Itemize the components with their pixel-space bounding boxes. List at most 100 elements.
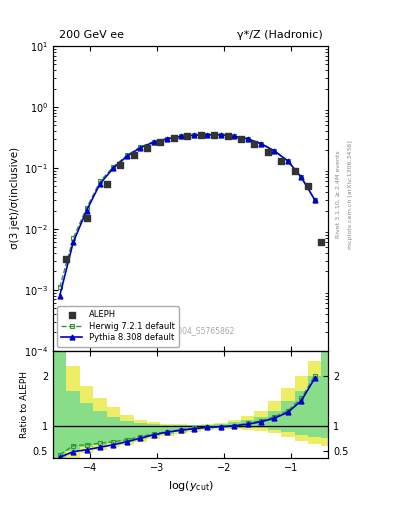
Herwig 7.2.1 default: [125, 153, 129, 159]
X-axis label: $\log(y_\mathrm{cut})$: $\log(y_\mathrm{cut})$: [168, 479, 213, 493]
Herwig 7.2.1 default: [111, 163, 116, 169]
Herwig 7.2.1 default: [286, 158, 290, 164]
Bar: [201, 425, 214, 429]
Pythia 8.308 default: [259, 141, 263, 147]
ALEPH: [157, 138, 163, 146]
Bar: [134, 420, 147, 442]
Herwig 7.2.1 default: [232, 133, 237, 139]
Bar: [53, 351, 66, 466]
Bar: [93, 411, 107, 445]
Bar: [281, 388, 295, 437]
Herwig 7.2.1 default: [151, 139, 156, 145]
Bar: [268, 401, 281, 433]
Pythia 8.308 default: [125, 153, 129, 159]
Herwig 7.2.1 default: [205, 132, 210, 138]
Bar: [147, 422, 160, 439]
Text: γ*/Z (Hadronic): γ*/Z (Hadronic): [237, 30, 323, 40]
Bar: [254, 417, 268, 428]
Herwig 7.2.1 default: [138, 144, 143, 150]
Pythia 8.308 default: [138, 144, 143, 151]
Herwig 7.2.1 default: [98, 178, 103, 184]
Pythia 8.308 default: [57, 293, 62, 299]
Herwig 7.2.1 default: [192, 132, 196, 138]
Pythia 8.308 default: [165, 136, 169, 142]
Pythia 8.308 default: [98, 181, 103, 187]
ALEPH: [251, 140, 257, 148]
ALEPH: [238, 135, 244, 143]
ALEPH: [171, 134, 177, 142]
Bar: [268, 411, 281, 430]
Pythia 8.308 default: [205, 132, 210, 138]
ALEPH: [130, 152, 137, 160]
Bar: [228, 420, 241, 429]
Bar: [160, 425, 174, 434]
ALEPH: [184, 132, 190, 140]
Pythia 8.308 default: [272, 148, 277, 154]
Pythia 8.308 default: [84, 207, 89, 214]
Bar: [107, 407, 120, 447]
Bar: [120, 421, 134, 442]
Pythia 8.308 default: [286, 158, 290, 164]
Text: mcplots.cern.ch [arXiv:1306.3436]: mcplots.cern.ch [arXiv:1306.3436]: [348, 140, 353, 249]
Herwig 7.2.1 default: [178, 133, 183, 139]
Bar: [295, 376, 308, 441]
Bar: [295, 391, 308, 435]
Bar: [321, 351, 328, 438]
Herwig 7.2.1 default: [219, 132, 223, 138]
Bar: [201, 424, 214, 430]
Bar: [80, 403, 93, 447]
Bar: [241, 416, 254, 430]
Bar: [308, 361, 321, 444]
Pythia 8.308 default: [192, 132, 196, 138]
Bar: [160, 424, 174, 436]
Herwig 7.2.1 default: [165, 136, 169, 142]
Bar: [187, 425, 201, 430]
Y-axis label: Ratio to ALEPH: Ratio to ALEPH: [20, 371, 29, 438]
Text: Rivet 3.1.10, ≥ 2.4M events: Rivet 3.1.10, ≥ 2.4M events: [336, 151, 341, 239]
Herwig 7.2.1 default: [71, 235, 75, 241]
Bar: [134, 423, 147, 439]
Bar: [66, 366, 80, 458]
ALEPH: [117, 161, 123, 169]
Pythia 8.308 default: [245, 136, 250, 142]
Pythia 8.308 default: [219, 132, 223, 138]
Line: Pythia 8.308 default: Pythia 8.308 default: [57, 133, 317, 298]
ALEPH: [278, 157, 284, 165]
Bar: [107, 417, 120, 443]
Bar: [214, 424, 228, 428]
ALEPH: [83, 214, 90, 222]
ALEPH: [144, 143, 150, 152]
Bar: [147, 424, 160, 436]
Pythia 8.308 default: [312, 197, 317, 203]
Text: 200 GeV ee: 200 GeV ee: [59, 30, 123, 40]
Bar: [174, 424, 187, 434]
Bar: [66, 391, 80, 451]
ALEPH: [211, 131, 217, 139]
Y-axis label: σ(3 jet)/σ(inclusive): σ(3 jet)/σ(inclusive): [10, 147, 20, 249]
Herwig 7.2.1 default: [259, 141, 263, 147]
Herwig 7.2.1 default: [84, 205, 89, 211]
Bar: [321, 351, 328, 446]
Pythia 8.308 default: [232, 133, 237, 139]
Bar: [187, 425, 201, 432]
Bar: [53, 351, 66, 461]
ALEPH: [292, 166, 298, 175]
ALEPH: [104, 180, 110, 188]
Bar: [241, 420, 254, 428]
Bar: [254, 411, 268, 431]
Pythia 8.308 default: [178, 133, 183, 139]
Bar: [308, 376, 321, 437]
ALEPH: [264, 147, 271, 156]
Bar: [281, 401, 295, 432]
Bar: [80, 386, 93, 453]
Pythia 8.308 default: [151, 139, 156, 145]
Bar: [214, 423, 228, 429]
ALEPH: [224, 132, 231, 140]
ALEPH: [63, 255, 70, 263]
Line: Herwig 7.2.1 default: Herwig 7.2.1 default: [57, 133, 317, 290]
Herwig 7.2.1 default: [299, 174, 304, 180]
Pythia 8.308 default: [71, 239, 75, 245]
Pythia 8.308 default: [299, 174, 304, 180]
Bar: [120, 415, 134, 445]
ALEPH: [198, 131, 204, 139]
